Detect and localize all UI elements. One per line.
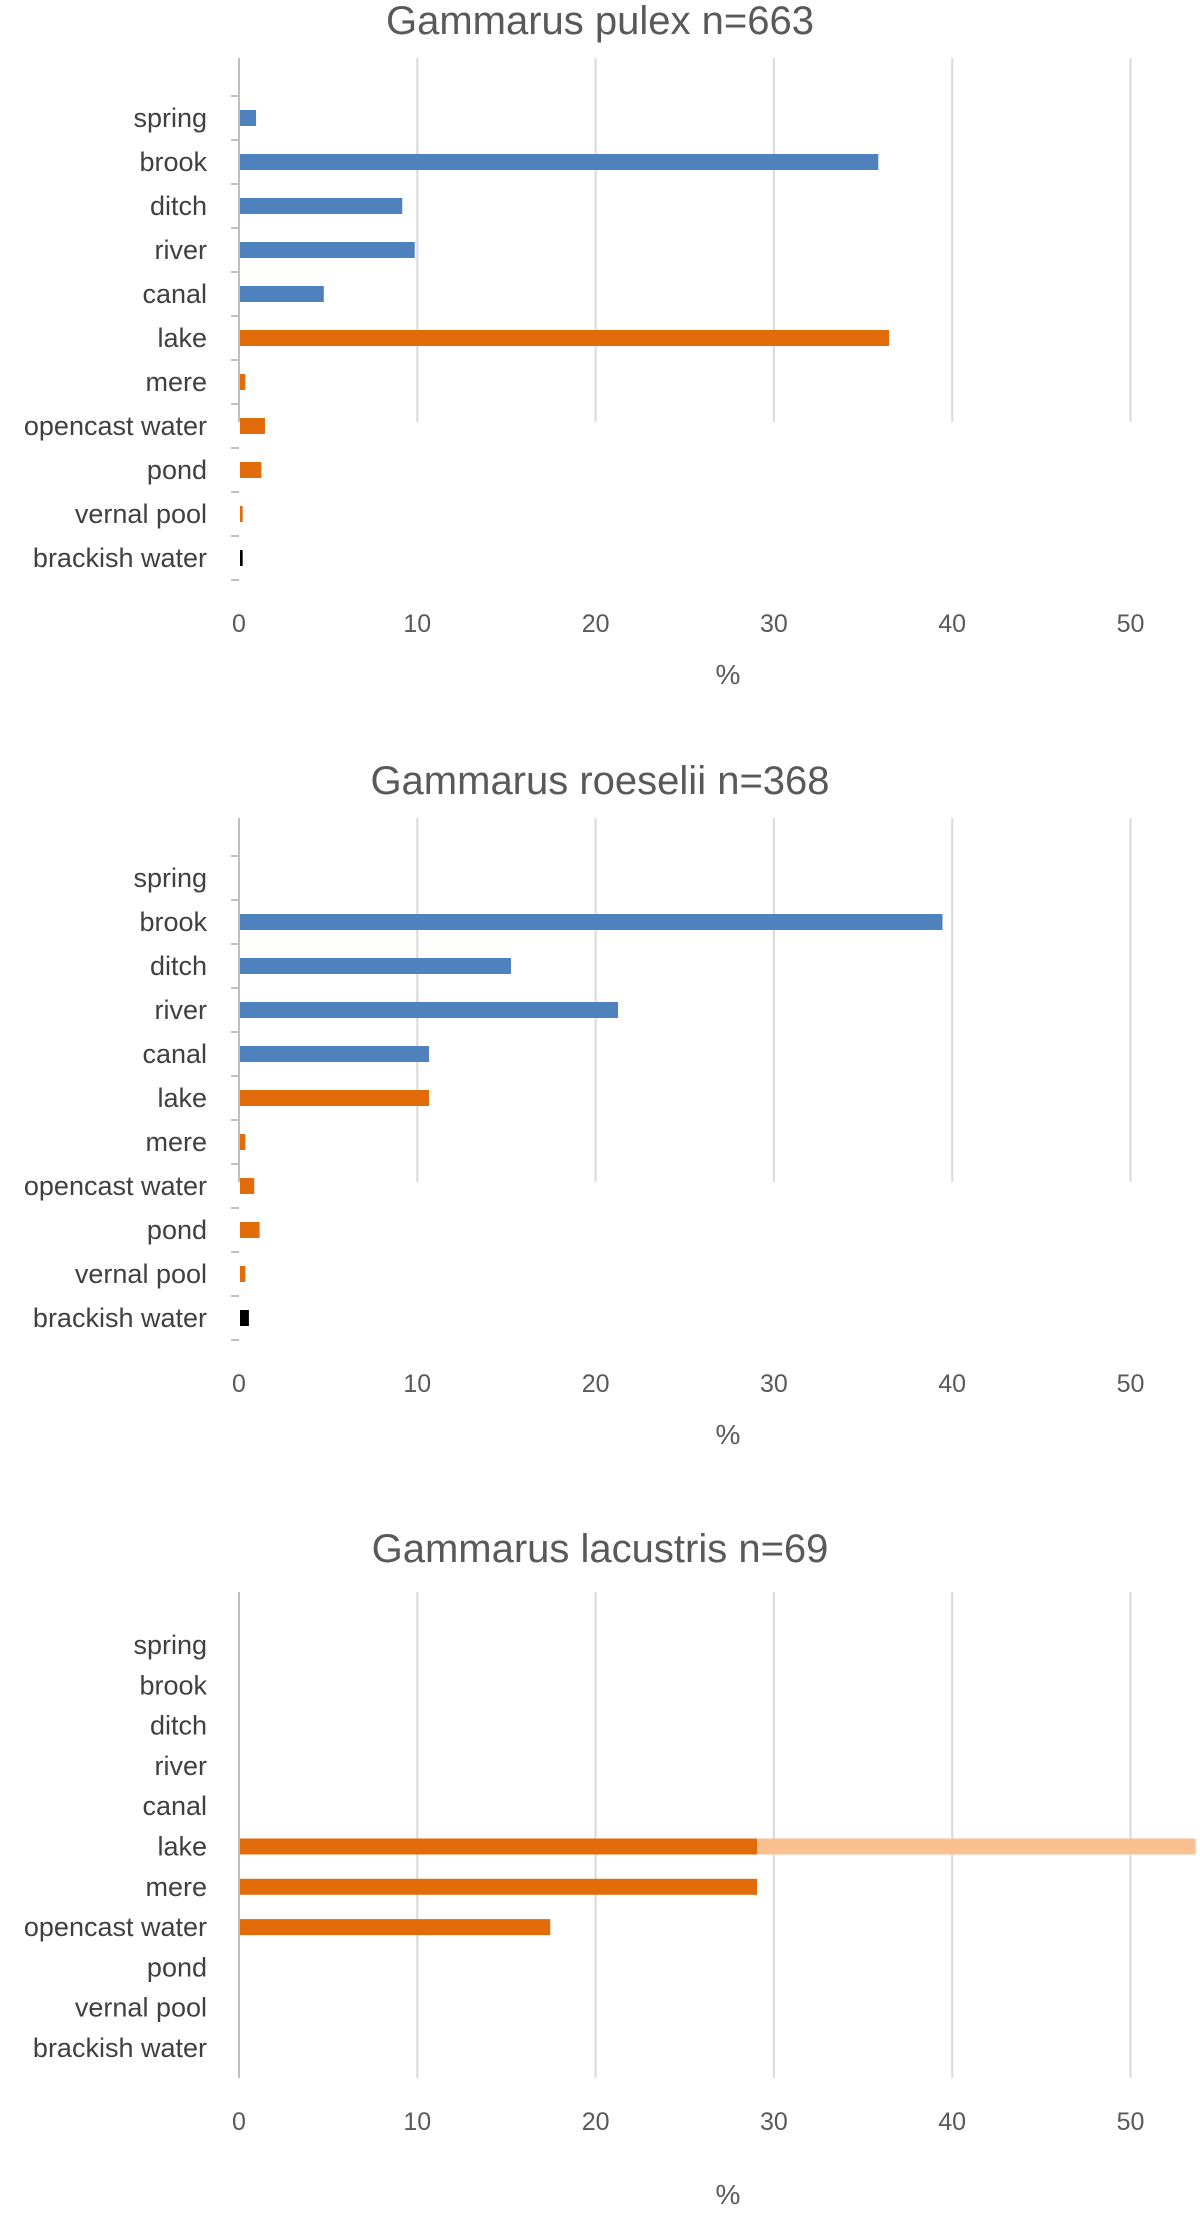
x-axis-label: % <box>716 2179 741 2210</box>
bar-lake <box>240 1838 758 1855</box>
category-label: canal <box>142 279 207 309</box>
x-tick-label: 50 <box>1117 2108 1145 2136</box>
x-tick-label: 40 <box>938 610 966 638</box>
category-label: lake <box>157 323 207 353</box>
x-tick-label: 40 <box>938 2108 966 2136</box>
category-label: canal <box>142 1791 207 1821</box>
category-label: river <box>155 1751 208 1781</box>
bar-canal <box>240 286 324 302</box>
category-label: vernal pool <box>75 1993 207 2023</box>
chart-title: Gammarus roeselii n=368 <box>370 759 829 803</box>
bar-vernal-pool <box>240 1266 246 1282</box>
category-label: spring <box>133 863 207 893</box>
bar-opencast-water <box>240 1178 255 1194</box>
x-axis-label: % <box>716 1419 741 1450</box>
x-tick-label: 40 <box>938 1370 966 1398</box>
x-tick-label: 30 <box>760 1370 788 1398</box>
bar-brook <box>240 914 943 930</box>
bar-canal <box>240 1046 429 1062</box>
x-axis-label: % <box>716 659 741 690</box>
category-label: spring <box>133 103 207 133</box>
chart-title: Gammarus lacustris n=69 <box>372 1527 829 1571</box>
category-label: lake <box>157 1083 207 1113</box>
category-label: pond <box>147 1952 207 1982</box>
bar-brackish-water <box>240 1310 249 1326</box>
x-tick-label: 50 <box>1117 610 1145 638</box>
x-tick-label: 30 <box>760 610 788 638</box>
category-label: brook <box>139 907 207 937</box>
category-label: vernal pool <box>75 499 207 529</box>
category-label: mere <box>145 367 207 397</box>
bar-opencast-water <box>240 1919 551 1936</box>
category-label: river <box>155 995 208 1025</box>
category-label: opencast water <box>24 1912 207 1942</box>
bar-brackish-water <box>240 550 243 566</box>
category-label: mere <box>145 1127 207 1157</box>
bar-ditch <box>240 958 512 974</box>
category-label: river <box>155 235 208 265</box>
category-label: canal <box>142 1039 207 1069</box>
bar-pond <box>240 1222 260 1238</box>
bar-pond <box>240 462 262 478</box>
category-label: brook <box>139 1670 207 1700</box>
x-tick-label: 20 <box>582 1370 610 1398</box>
chart-title: Gammarus pulex n=663 <box>386 0 814 43</box>
category-label: opencast water <box>24 1171 207 1201</box>
x-tick-label: 10 <box>403 610 431 638</box>
chart-panel-3: Gammarus lacustris n=69 spring brook ditch r… <box>24 1527 1196 2210</box>
category-label: brackish water <box>33 2033 207 2063</box>
category-label: pond <box>147 1215 207 1245</box>
category-label: brackish water <box>33 543 207 573</box>
bar-extension-lake <box>757 1838 1196 1855</box>
bar-mere <box>240 1134 246 1150</box>
bar-mere <box>240 374 246 390</box>
x-tick-label: 0 <box>232 1370 246 1398</box>
bar-vernal-pool <box>240 506 243 522</box>
bar-ditch <box>240 198 403 214</box>
bar-opencast-water <box>240 418 265 434</box>
chart-panel-2: Gammarus roeselii n=368 spring brook ditch r… <box>24 759 1145 1450</box>
x-tick-label: 50 <box>1117 1370 1145 1398</box>
category-label: vernal pool <box>75 1259 207 1289</box>
x-tick-label: 0 <box>232 610 246 638</box>
category-label: mere <box>145 1872 207 1902</box>
category-label: ditch <box>150 1711 207 1741</box>
category-label: ditch <box>150 191 207 221</box>
x-tick-label: 30 <box>760 2108 788 2136</box>
category-label: brook <box>139 147 207 177</box>
bar-river <box>240 1002 618 1018</box>
bar-lake <box>240 1090 429 1106</box>
x-tick-label: 20 <box>582 610 610 638</box>
category-label: brackish water <box>33 1303 207 1333</box>
category-label: lake <box>157 1832 207 1862</box>
x-tick-label: 0 <box>232 2108 246 2136</box>
x-tick-label: 20 <box>582 2108 610 2136</box>
category-label: spring <box>133 1630 207 1660</box>
chart-panel-1: Gammarus pulex n=663 spring brook ditch rive… <box>24 0 1145 690</box>
category-label: opencast water <box>24 411 207 441</box>
bar-mere <box>240 1878 758 1895</box>
bar-brook <box>240 154 879 170</box>
category-label: pond <box>147 455 207 485</box>
bar-river <box>240 242 415 258</box>
x-tick-label: 10 <box>403 1370 431 1398</box>
bar-spring <box>240 110 257 126</box>
category-label: ditch <box>150 951 207 981</box>
bar-lake <box>240 330 890 346</box>
x-tick-label: 10 <box>403 2108 431 2136</box>
